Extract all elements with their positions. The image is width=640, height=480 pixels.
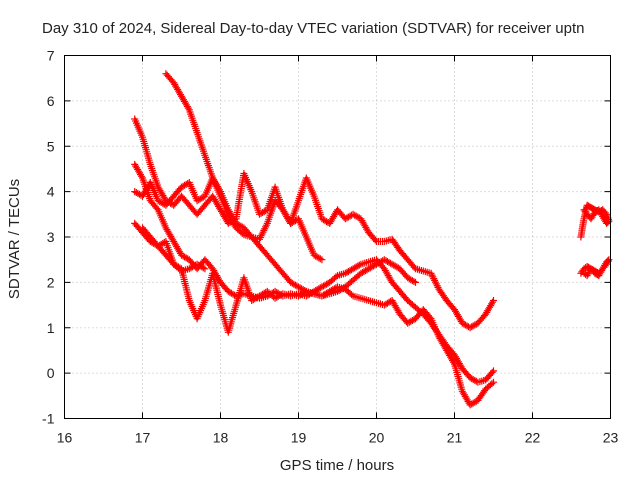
series-track-f bbox=[139, 224, 209, 275]
plot-frame bbox=[64, 55, 611, 419]
x-tick-label: 17 bbox=[135, 430, 151, 446]
plus-markers bbox=[131, 115, 497, 332]
x-axis-title: GPS time / hours bbox=[280, 457, 394, 474]
x-tick-label: 20 bbox=[369, 430, 385, 446]
grid bbox=[64, 55, 611, 419]
series-track-a bbox=[162, 70, 326, 264]
plus-markers bbox=[131, 219, 497, 386]
y-tick-label: -1 bbox=[42, 411, 55, 427]
x-tick-label: 21 bbox=[447, 430, 463, 446]
data-series bbox=[131, 70, 613, 409]
y-tick-label: 4 bbox=[47, 184, 55, 200]
x-tick-label: 18 bbox=[213, 430, 229, 446]
y-tick-label: 5 bbox=[47, 138, 55, 154]
y-tick-label: 1 bbox=[47, 320, 55, 336]
chart-title: Day 310 of 2024, Sidereal Day-to-day VTE… bbox=[42, 20, 584, 37]
plus-markers bbox=[577, 201, 613, 241]
plus-markers bbox=[577, 256, 613, 280]
y-tick-label: 6 bbox=[47, 93, 55, 109]
y-tick-label: 7 bbox=[47, 48, 55, 64]
plus-markers bbox=[139, 224, 209, 275]
series-track-d bbox=[131, 219, 497, 386]
series-track-g bbox=[577, 201, 613, 241]
y-tick-label: 3 bbox=[47, 229, 55, 245]
x-tick-label: 22 bbox=[525, 430, 541, 446]
series-track-b bbox=[131, 115, 497, 332]
y-axis-title: SDTVAR / TECUs bbox=[6, 179, 23, 299]
series-track-h bbox=[577, 256, 613, 280]
x-tick-label: 16 bbox=[57, 430, 73, 446]
plus-markers bbox=[162, 70, 326, 264]
y-tick-label: 0 bbox=[47, 365, 55, 381]
y-tick-label: 2 bbox=[47, 274, 55, 290]
x-tick-label: 19 bbox=[291, 430, 307, 446]
x-tick-label: 23 bbox=[603, 430, 619, 446]
